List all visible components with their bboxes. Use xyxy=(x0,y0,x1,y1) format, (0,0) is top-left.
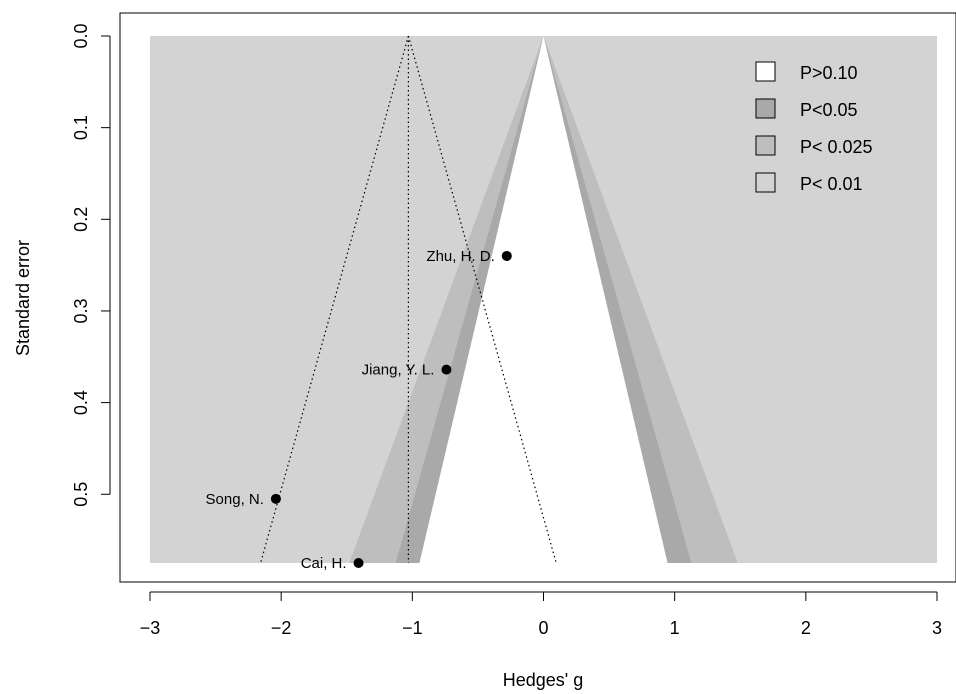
x-tick-label: −3 xyxy=(140,618,161,638)
plot-frame xyxy=(119,12,956,583)
x-tick-label: −1 xyxy=(402,618,423,638)
legend-label: P<0.05 xyxy=(800,100,858,120)
study-point xyxy=(353,558,364,568)
study-label: Cai, H. xyxy=(301,555,347,572)
x-tick-label: −2 xyxy=(271,618,292,638)
y-tick-label: 0.5 xyxy=(71,482,91,507)
legend: P>0.10 P<0.05 P< 0.025 P< 0.01 xyxy=(755,61,873,194)
y-tick-label: 0.4 xyxy=(71,390,91,415)
x-tick-label: 3 xyxy=(932,618,942,638)
contour-regions xyxy=(150,36,937,563)
study-point xyxy=(270,493,281,504)
x-axis: −3 −2 −1 0 1 2 3 xyxy=(140,591,942,638)
y-axis-title: Standard error xyxy=(13,240,33,356)
study-label: Song, N. xyxy=(206,491,264,508)
y-tick-label: 0.3 xyxy=(71,298,91,323)
legend-label: P< 0.01 xyxy=(800,174,863,194)
reference-funnel xyxy=(259,35,557,564)
x-tick-label: 1 xyxy=(670,618,680,638)
reference-left-line xyxy=(259,35,409,564)
study-label: Jiang, Y. L. xyxy=(362,362,435,379)
study-point xyxy=(441,364,452,375)
legend-swatch xyxy=(755,135,776,156)
study-label: Zhu, H. D. xyxy=(426,248,494,265)
y-axis: 0.0 0.1 0.2 0.3 0.4 0.5 xyxy=(71,23,111,507)
x-axis-title: Hedges' g xyxy=(503,670,584,690)
y-tick-label: 0.1 xyxy=(71,115,91,140)
reference-right-line xyxy=(407,35,557,564)
legend-swatch xyxy=(755,172,776,193)
x-tick-label: 0 xyxy=(538,618,548,638)
y-tick-label: 0.2 xyxy=(71,207,91,232)
legend-label: P< 0.025 xyxy=(800,137,873,157)
legend-swatch xyxy=(755,61,776,82)
y-tick-label: 0.0 xyxy=(71,23,91,48)
legend-label: P>0.10 xyxy=(800,63,858,83)
x-tick-label: 2 xyxy=(801,618,811,638)
region-p-0-10 xyxy=(419,36,668,563)
legend-swatch xyxy=(755,98,776,119)
study-points: Zhu, H. D. Jiang, Y. L. Song, N. Cai, H. xyxy=(206,248,512,572)
study-point xyxy=(501,250,512,261)
